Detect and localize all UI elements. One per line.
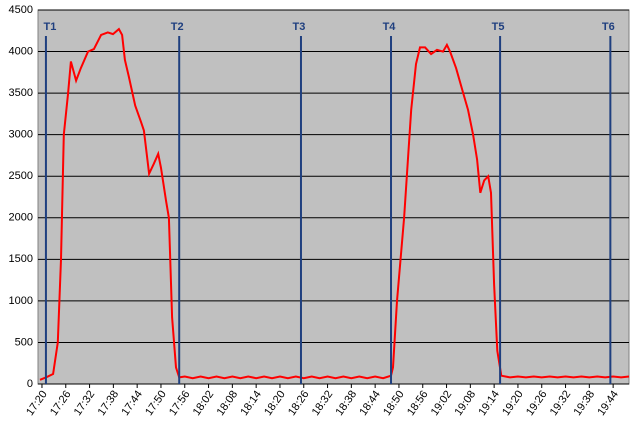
y-tick-label: 1500 bbox=[9, 253, 33, 265]
y-tick-label: 2000 bbox=[9, 212, 33, 224]
x-tick-label: 19:02 bbox=[429, 389, 455, 418]
x-tick-label: 18:08 bbox=[215, 389, 241, 418]
x-tick-label: 17:20 bbox=[24, 389, 50, 418]
x-tick-label: 18:20 bbox=[262, 389, 288, 418]
y-tick-label: 4000 bbox=[9, 45, 33, 57]
marker-label: T1 bbox=[44, 21, 57, 33]
x-tick-label: 17:50 bbox=[143, 389, 169, 418]
x-tick-label: 19:08 bbox=[453, 389, 479, 418]
x-tick-label: 18:50 bbox=[381, 389, 407, 418]
x-tick-label: 18:38 bbox=[334, 389, 360, 418]
x-tick-label: 18:56 bbox=[405, 389, 431, 418]
plot-area bbox=[37, 9, 630, 385]
x-tick-label: 17:44 bbox=[119, 389, 145, 418]
y-tick-label: 500 bbox=[15, 336, 33, 348]
x-tick-label: 18:44 bbox=[357, 389, 383, 418]
x-tick-label: 19:26 bbox=[524, 389, 550, 418]
marker-label: T2 bbox=[171, 21, 184, 33]
x-tick-label: 17:32 bbox=[72, 389, 98, 418]
x-tick-label: 19:38 bbox=[572, 389, 598, 418]
marker-label: T3 bbox=[293, 21, 306, 33]
y-tick-label: 2500 bbox=[9, 170, 33, 182]
y-tick-label: 1000 bbox=[9, 295, 33, 307]
y-tick-label: 3000 bbox=[9, 129, 33, 141]
x-tick-label: 19:44 bbox=[595, 389, 621, 418]
x-tick-label: 17:26 bbox=[48, 389, 74, 418]
x-tick-label: 19:14 bbox=[476, 389, 502, 418]
x-tick-label: 18:32 bbox=[310, 389, 336, 418]
marker-label: T6 bbox=[602, 21, 615, 33]
x-tick-label: 19:20 bbox=[500, 389, 526, 418]
x-tick-label: 18:14 bbox=[238, 389, 264, 418]
x-tick-label: 19:32 bbox=[548, 389, 574, 418]
marker-label: T4 bbox=[383, 21, 397, 33]
x-tick-label: 18:26 bbox=[286, 389, 312, 418]
x-tick-label: 17:38 bbox=[96, 389, 122, 418]
y-tick-label: 0 bbox=[27, 378, 33, 390]
y-tick-label: 4500 bbox=[9, 4, 33, 16]
y-tick-label: 3500 bbox=[9, 87, 33, 99]
x-tick-label: 18:02 bbox=[191, 389, 217, 418]
x-tick-label: 17:56 bbox=[167, 389, 193, 418]
marker-label: T5 bbox=[492, 21, 505, 33]
